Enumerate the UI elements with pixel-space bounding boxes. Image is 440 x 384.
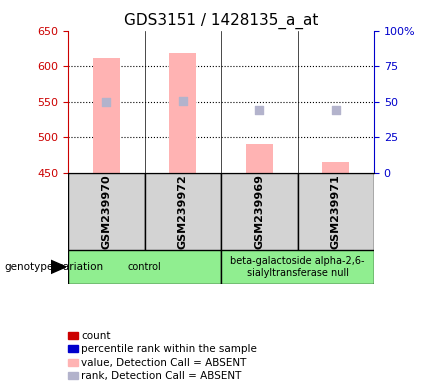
Text: percentile rank within the sample: percentile rank within the sample [81, 344, 257, 354]
Text: value, Detection Call = ABSENT: value, Detection Call = ABSENT [81, 358, 247, 368]
Bar [68, 173, 145, 250]
Text: GSM239972: GSM239972 [178, 174, 188, 248]
Text: beta-galactoside alpha-2,6-
sialyltransferase null: beta-galactoside alpha-2,6- sialyltransf… [230, 256, 365, 278]
Text: count: count [81, 331, 111, 341]
Bar [221, 250, 374, 284]
Point [332, 107, 339, 113]
Bar [68, 250, 221, 284]
Text: GSM239970: GSM239970 [102, 174, 111, 248]
Text: GSM239971: GSM239971 [331, 174, 341, 248]
Text: rank, Detection Call = ABSENT: rank, Detection Call = ABSENT [81, 371, 242, 381]
Bar [323, 162, 349, 173]
Bar [145, 173, 221, 250]
Point [180, 98, 187, 104]
Text: control: control [128, 262, 161, 272]
Bar [246, 144, 273, 173]
Point [256, 107, 263, 113]
Text: GSM239969: GSM239969 [254, 174, 264, 249]
Text: genotype/variation: genotype/variation [4, 262, 103, 272]
Bar [297, 173, 374, 250]
Bar [221, 173, 297, 250]
Polygon shape [51, 260, 66, 274]
Point [103, 99, 110, 105]
Title: GDS3151 / 1428135_a_at: GDS3151 / 1428135_a_at [124, 13, 318, 29]
Bar [169, 53, 196, 173]
Bar [93, 58, 120, 173]
